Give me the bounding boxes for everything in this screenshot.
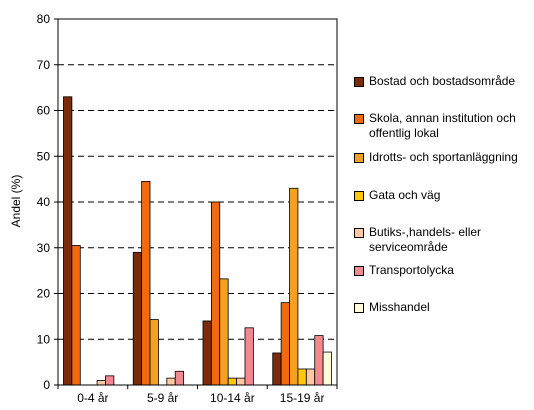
bar bbox=[202, 320, 212, 386]
y-tick-label: 50 bbox=[37, 149, 51, 163]
y-tick-labels: 0 10 20 30 40 50 60 70 80 bbox=[37, 12, 51, 392]
legend-label: Misshandel bbox=[369, 300, 430, 314]
legend-label: Skola, annan institution och offentlig l… bbox=[369, 111, 516, 140]
legend-swatch bbox=[354, 228, 364, 238]
y-tick-label: 10 bbox=[37, 332, 51, 346]
y-tick-label: 0 bbox=[43, 378, 50, 392]
y-tick-label: 70 bbox=[37, 58, 51, 72]
legend-swatch bbox=[354, 266, 364, 276]
legend-swatch bbox=[354, 303, 364, 313]
legend-swatch bbox=[354, 153, 364, 163]
y-axis-label: Andel (%) bbox=[9, 175, 23, 228]
y-tick-label: 60 bbox=[37, 104, 51, 118]
bar bbox=[244, 327, 254, 386]
bar bbox=[272, 352, 282, 386]
bar bbox=[96, 380, 106, 386]
x-tick-label: 15-19 år bbox=[280, 391, 325, 405]
legend-label: Butiks-,handels- eller serviceområde bbox=[369, 225, 482, 254]
legend-label: Idrotts- och sportanläggning bbox=[369, 150, 518, 164]
bar bbox=[305, 368, 316, 386]
bar bbox=[289, 187, 299, 386]
bar bbox=[149, 319, 159, 386]
legend-label: Transportolycka bbox=[369, 263, 454, 277]
bar bbox=[322, 351, 332, 386]
x-tick-label: 0-4 år bbox=[77, 391, 108, 405]
y-tick-label: 20 bbox=[37, 287, 51, 301]
axes bbox=[54, 18, 338, 389]
bar bbox=[314, 335, 324, 386]
legend-item: Skola, annan institution och offentlig l… bbox=[354, 111, 534, 141]
legend-swatch bbox=[354, 191, 364, 201]
bar bbox=[219, 278, 229, 386]
bars bbox=[63, 96, 332, 386]
y-tick-label: 40 bbox=[37, 195, 51, 209]
bar bbox=[71, 245, 81, 386]
legend-item: Bostad och bostadsområde bbox=[354, 74, 534, 89]
legend-item: Gata och väg bbox=[354, 188, 534, 203]
bar bbox=[280, 302, 290, 386]
bar bbox=[166, 377, 176, 386]
legend-item: Misshandel bbox=[354, 300, 534, 315]
bar bbox=[297, 368, 307, 386]
bar bbox=[132, 251, 143, 386]
x-tick-label: 10-14 år bbox=[210, 391, 255, 405]
bar bbox=[174, 370, 185, 386]
bar bbox=[63, 96, 73, 386]
y-tick-label: 80 bbox=[37, 12, 51, 26]
bar bbox=[105, 375, 115, 386]
x-tick-labels: 0-4 år 5-9 år 10-14 år 15-19 år bbox=[77, 391, 324, 405]
legend-item: Butiks-,handels- eller serviceområde bbox=[354, 225, 534, 255]
x-tick-label: 5-9 år bbox=[147, 391, 178, 405]
y-tick-label: 30 bbox=[37, 241, 51, 255]
legend-item: Idrotts- och sportanläggning bbox=[354, 150, 534, 165]
legend-label: Gata och väg bbox=[369, 188, 441, 202]
bar bbox=[210, 201, 221, 386]
legend-item: Transportolycka bbox=[354, 263, 534, 278]
bar bbox=[236, 377, 246, 386]
legend-swatch bbox=[354, 114, 364, 124]
bar bbox=[227, 377, 237, 386]
legend-swatch bbox=[354, 77, 364, 87]
bar bbox=[141, 181, 151, 386]
legend-label: Bostad och bostadsområde bbox=[369, 74, 516, 88]
